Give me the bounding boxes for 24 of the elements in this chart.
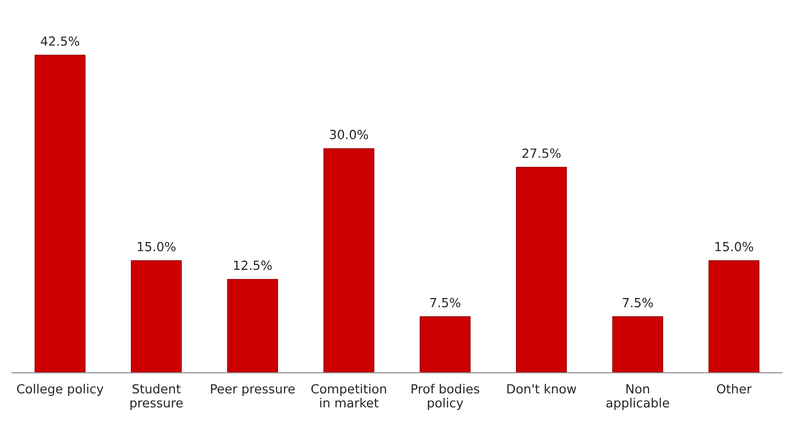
x-tick-label: Student pressure <box>130 384 183 410</box>
bar <box>227 278 278 373</box>
data-label: 30.0% <box>330 130 368 140</box>
bar <box>130 260 182 373</box>
bar <box>420 316 471 373</box>
bar <box>516 166 567 373</box>
bar <box>708 260 760 373</box>
x-tick-label: Non applicable <box>606 384 670 410</box>
data-label: 42.5% <box>40 36 80 46</box>
data-label: 7.5% <box>430 298 460 308</box>
data-label: 15.0% <box>138 242 176 252</box>
data-label: 12.5% <box>234 260 272 270</box>
bar <box>612 316 664 373</box>
x-tick-label: Other <box>716 384 752 394</box>
x-tick-label: Don't know <box>507 384 576 394</box>
bar <box>34 54 86 373</box>
x-tick-label: College policy <box>17 384 104 396</box>
x-tick-label: Prof bodies policy <box>412 384 480 410</box>
data-label: 15.0% <box>715 242 754 252</box>
data-label: 27.5% <box>522 148 561 158</box>
data-label: 7.5% <box>622 298 653 308</box>
bar <box>323 148 374 373</box>
x-tick-label: Competition in market <box>311 384 386 408</box>
x-tick-label: Peer pressure <box>211 384 295 396</box>
